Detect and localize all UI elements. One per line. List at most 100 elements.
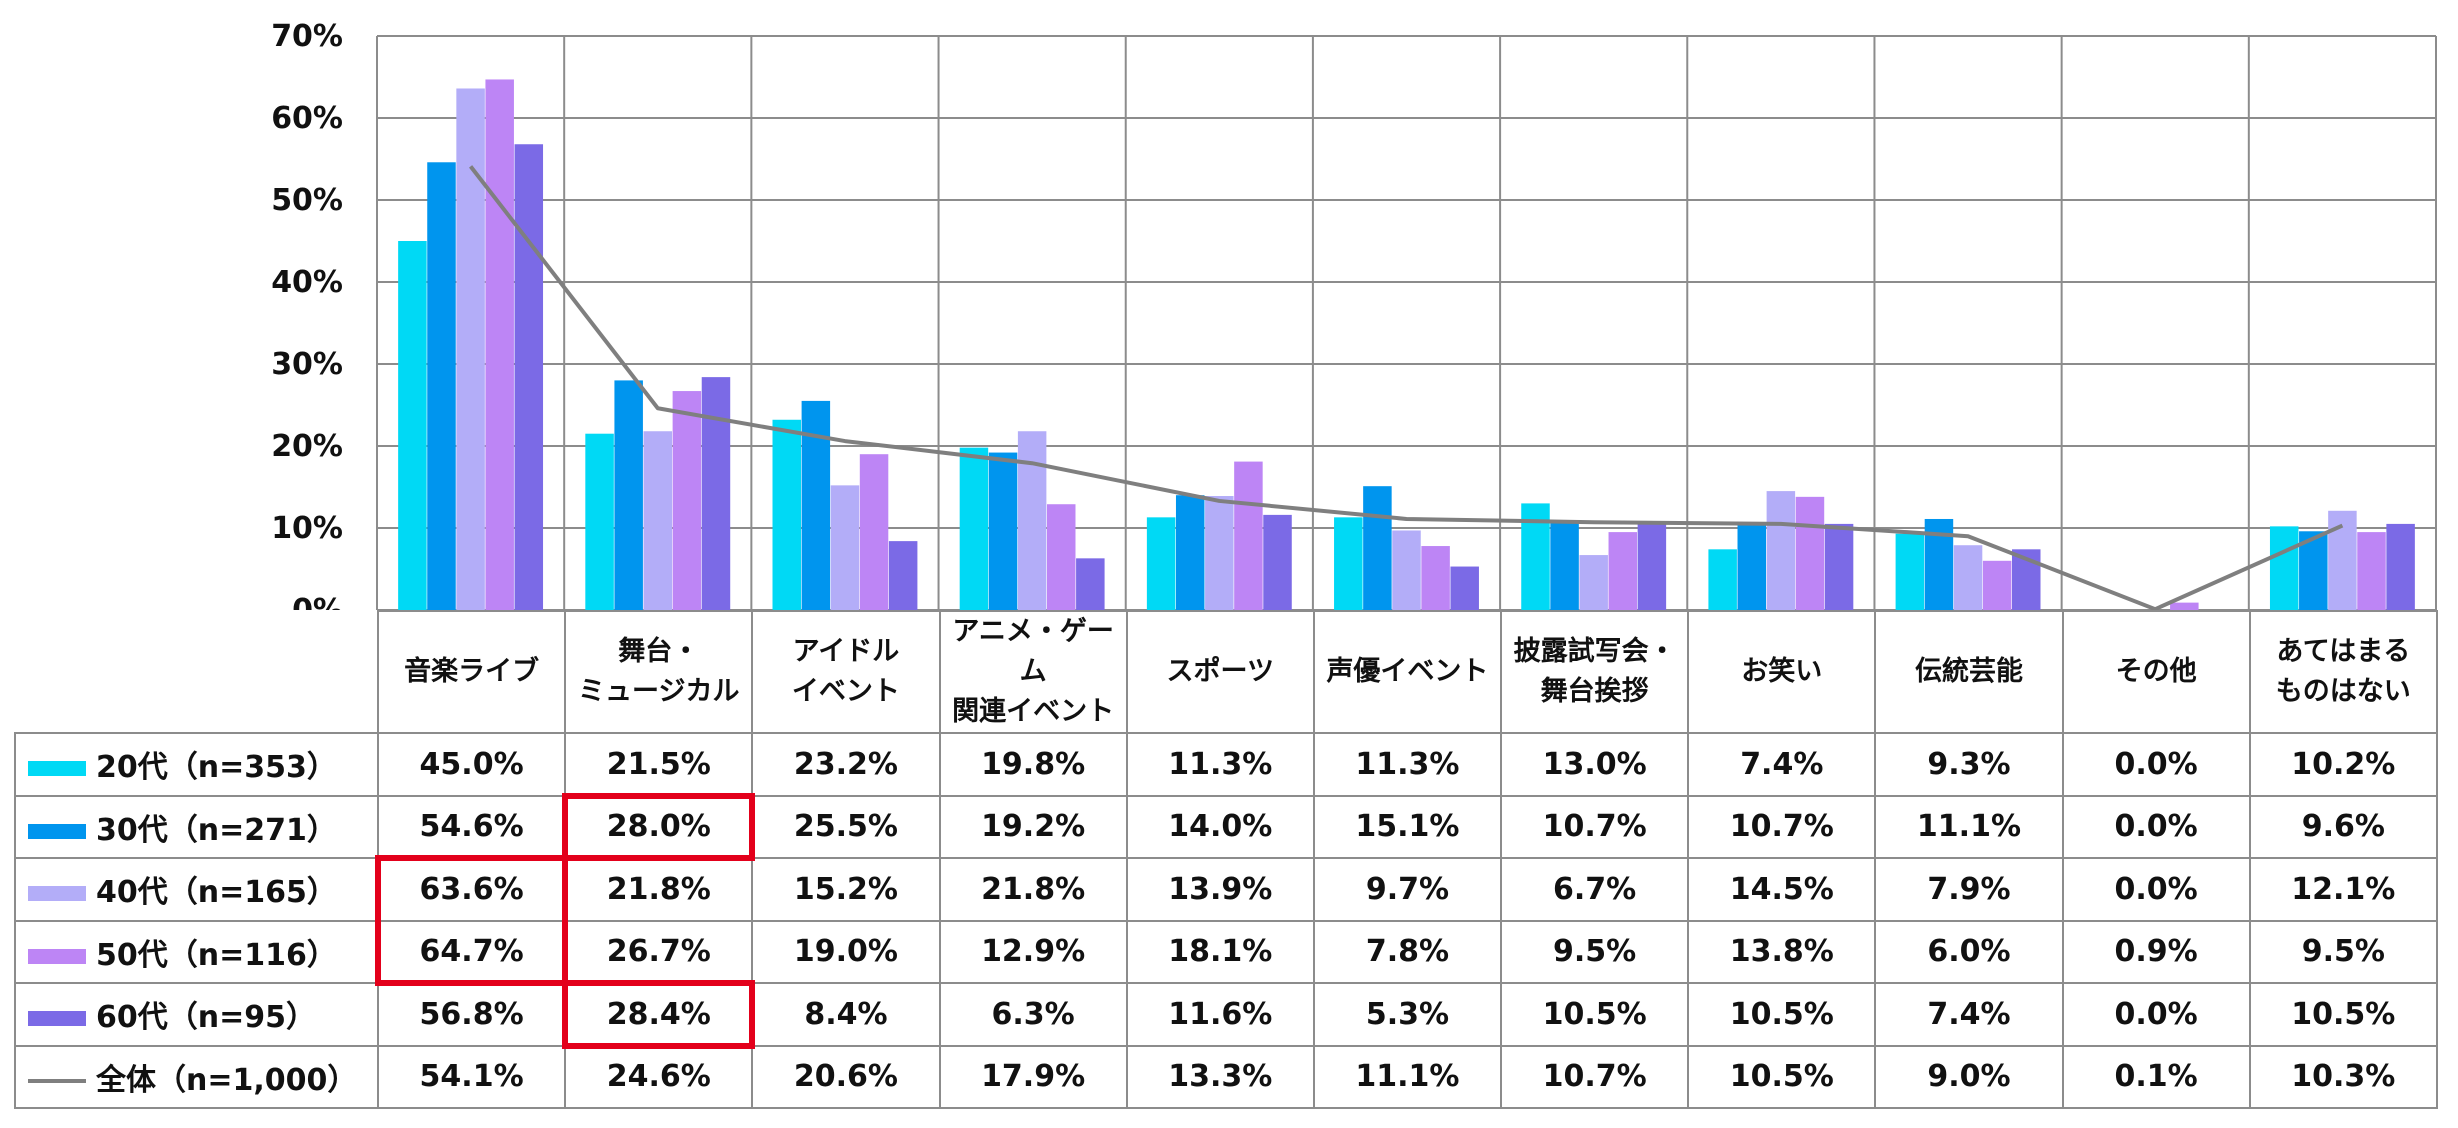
data-label: 10.5% <box>2248 982 2438 1047</box>
data-label: 28.4% <box>564 982 754 1047</box>
bar <box>1953 545 1983 610</box>
series-row: 60代（n=95） 56.8% 28.4% 8.4% 6.3% 11.6% 5.3% 10.5… <box>14 982 2438 1047</box>
category-label: 披露試写会・ 舞台挨拶 <box>1500 610 1690 734</box>
x-tick-label: お笑い <box>1741 656 1823 687</box>
y-tick-label: 50% <box>271 183 343 218</box>
data-label: 12.9% <box>938 919 1128 984</box>
bar <box>585 433 614 610</box>
series-row: 20代（n=353） 45.0% 21.5% 23.2% 19.8% 11.3% 11.3%… <box>14 732 2438 797</box>
data-label: 11.6% <box>1125 982 1315 1047</box>
data-label: 9.5% <box>1500 919 1690 984</box>
category-row: 音楽ライブ 舞台・ ミュージカル アイドル イベント アニメ・ゲーム 関連イベント スポ… <box>15 610 2438 734</box>
data-label: 54.1% <box>376 1044 567 1109</box>
legend-label: 30代（n=271） <box>96 812 337 848</box>
series-row: 30代（n=271） 54.6% 28.0% 25.5% 19.2% 14.0% 15.1%… <box>14 794 2438 859</box>
data-table: 音楽ライブ 舞台・ ミュージカル アイドル イベント アニメ・ゲーム 関連イベント スポ… <box>14 610 2438 1109</box>
category-label: その他 <box>2061 610 2251 734</box>
data-label: 5.3% <box>1312 982 1503 1047</box>
data-label: 9.5% <box>2248 919 2438 984</box>
bar <box>514 144 544 610</box>
data-label: 0.9% <box>2061 919 2251 984</box>
category-label: 舞台・ ミュージカル <box>564 610 754 734</box>
data-label: 10.5% <box>1500 982 1690 1047</box>
series-row: 50代（n=116） 64.7% 26.7% 19.0% 12.9% 18.1% 7.8% 9… <box>14 919 2438 984</box>
data-label: 19.0% <box>751 919 941 984</box>
bar <box>1795 496 1825 610</box>
x-tick-label: 舞台・ ミュージカル <box>578 636 740 707</box>
data-label: 10.7% <box>1500 794 1690 859</box>
data-label: 6.3% <box>938 982 1128 1047</box>
data-label: 0.0% <box>2061 857 2251 922</box>
bar <box>1895 533 1925 610</box>
data-label: 13.9% <box>1125 857 1315 922</box>
bar <box>1046 504 1076 610</box>
data-label: 21.8% <box>564 857 754 922</box>
data-label: 14.0% <box>1125 794 1315 859</box>
legend-line-swatch <box>28 1079 86 1084</box>
series-row: 全体（n=1,000） 54.1% 24.6% 20.6% 17.9% 13.3% 11.1… <box>14 1044 2438 1109</box>
bar <box>1824 523 1854 610</box>
legend-entry: 全体（n=1,000） <box>14 1044 379 1109</box>
category-label: 声優イベント <box>1312 610 1503 734</box>
bar <box>830 485 860 610</box>
blank-corner <box>15 611 379 734</box>
data-label: 13.8% <box>1687 919 1877 984</box>
bar <box>2269 526 2299 610</box>
bar <box>959 447 989 610</box>
y-tick-label: 10% <box>271 511 343 546</box>
total-line <box>469 165 2344 610</box>
bar <box>1637 523 1667 610</box>
data-label: 19.2% <box>938 794 1128 859</box>
bar <box>1146 517 1176 610</box>
x-tick-label: 音楽ライブ <box>404 656 540 687</box>
bar <box>1550 522 1579 610</box>
legend-label: 全体（n=1,000） <box>96 1062 358 1098</box>
bar <box>1708 549 1737 610</box>
bar <box>1579 555 1608 610</box>
legend-swatch <box>28 886 86 902</box>
legend-swatch <box>28 948 86 964</box>
data-label: 11.3% <box>1125 732 1315 797</box>
bar <box>2357 532 2386 610</box>
y-tick-label: 30% <box>271 347 343 382</box>
data-label: 24.6% <box>564 1044 754 1109</box>
bar <box>1421 546 1450 610</box>
bar <box>1175 495 1205 610</box>
legend-entry: 20代（n=353） <box>14 732 379 797</box>
bar <box>1982 560 2012 610</box>
bar <box>1392 530 1421 610</box>
data-label: 63.6% <box>376 857 567 922</box>
bar <box>2386 523 2415 610</box>
legend-entry: 40代（n=165） <box>14 857 379 922</box>
bar <box>485 79 514 610</box>
category-label: アニメ・ゲーム 関連イベント <box>938 610 1128 734</box>
x-tick-label: スポーツ <box>1166 656 1274 687</box>
data-label: 10.5% <box>1687 1044 1877 1109</box>
data-label: 7.4% <box>1874 982 2064 1047</box>
series-row: 40代（n=165） 63.6% 21.8% 15.2% 21.8% 13.9% 9.7% 6… <box>14 857 2438 922</box>
category-label: スポーツ <box>1125 610 1315 734</box>
x-tick-label: アニメ・ゲーム 関連イベント <box>952 616 1115 727</box>
data-label: 10.7% <box>1500 1044 1690 1109</box>
data-label: 64.7% <box>376 919 567 984</box>
category-label: お笑い <box>1687 610 1877 734</box>
data-label: 10.2% <box>2248 732 2438 797</box>
x-tick-label: 声優イベント <box>1326 656 1489 687</box>
bar <box>1234 461 1263 610</box>
bar <box>1608 532 1638 610</box>
data-label: 9.7% <box>1312 857 1503 922</box>
category-label: 伝統芸能 <box>1874 610 2064 734</box>
data-label: 54.6% <box>376 794 567 859</box>
bar <box>672 391 702 610</box>
legend-swatch <box>28 761 86 777</box>
data-label: 11.1% <box>1874 794 2064 859</box>
data-label: 17.9% <box>938 1044 1128 1109</box>
x-tick-label: その他 <box>2115 656 2197 687</box>
data-label: 19.8% <box>938 732 1128 797</box>
legend-swatch <box>28 823 86 839</box>
legend-label: 40代（n=165） <box>96 875 337 911</box>
data-label: 18.1% <box>1125 919 1315 984</box>
data-label: 28.0% <box>564 794 754 859</box>
data-label: 7.4% <box>1687 732 1877 797</box>
y-tick-label: 60% <box>271 101 343 136</box>
